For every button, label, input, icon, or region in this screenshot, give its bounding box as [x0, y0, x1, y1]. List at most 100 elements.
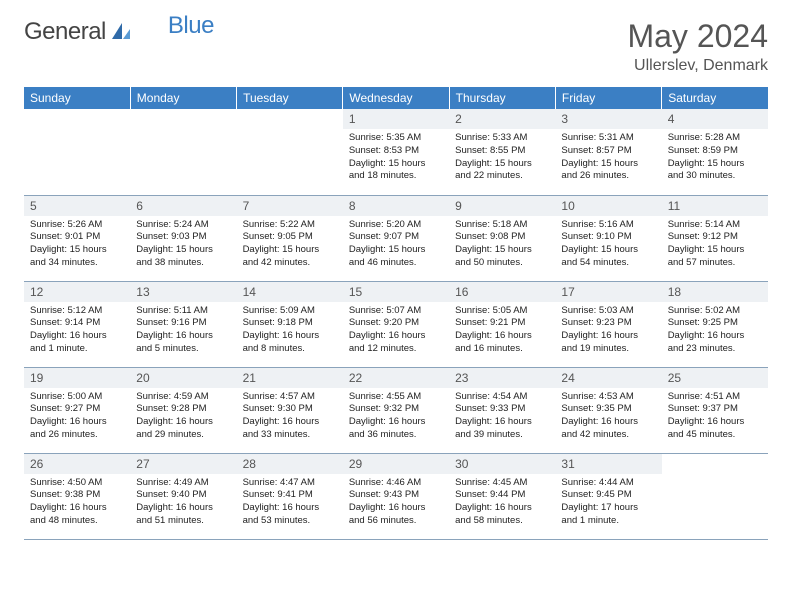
- day-number: 28: [237, 454, 343, 474]
- day-details: Sunrise: 5:12 AMSunset: 9:14 PMDaylight:…: [24, 302, 130, 360]
- calendar-empty-cell: [24, 109, 130, 195]
- calendar-day-cell: 1Sunrise: 5:35 AMSunset: 8:53 PMDaylight…: [343, 109, 449, 195]
- calendar-day-cell: 21Sunrise: 4:57 AMSunset: 9:30 PMDayligh…: [237, 367, 343, 453]
- day-number: 3: [555, 109, 661, 129]
- day-details: Sunrise: 5:07 AMSunset: 9:20 PMDaylight:…: [343, 302, 449, 360]
- day-number: 10: [555, 196, 661, 216]
- day-details: Sunrise: 4:53 AMSunset: 9:35 PMDaylight:…: [555, 388, 661, 446]
- calendar-day-cell: 15Sunrise: 5:07 AMSunset: 9:20 PMDayligh…: [343, 281, 449, 367]
- day-details: Sunrise: 5:09 AMSunset: 9:18 PMDaylight:…: [237, 302, 343, 360]
- day-details: Sunrise: 5:35 AMSunset: 8:53 PMDaylight:…: [343, 129, 449, 187]
- day-details: Sunrise: 4:54 AMSunset: 9:33 PMDaylight:…: [449, 388, 555, 446]
- calendar-day-cell: 26Sunrise: 4:50 AMSunset: 9:38 PMDayligh…: [24, 453, 130, 539]
- calendar-empty-cell: [237, 109, 343, 195]
- calendar-day-cell: 8Sunrise: 5:20 AMSunset: 9:07 PMDaylight…: [343, 195, 449, 281]
- brand-name-2: Blue: [168, 12, 214, 40]
- calendar-day-cell: 17Sunrise: 5:03 AMSunset: 9:23 PMDayligh…: [555, 281, 661, 367]
- day-number: 31: [555, 454, 661, 474]
- day-details: Sunrise: 5:33 AMSunset: 8:55 PMDaylight:…: [449, 129, 555, 187]
- calendar-day-cell: 11Sunrise: 5:14 AMSunset: 9:12 PMDayligh…: [662, 195, 768, 281]
- day-details: Sunrise: 5:18 AMSunset: 9:08 PMDaylight:…: [449, 216, 555, 274]
- day-number: 21: [237, 368, 343, 388]
- day-details: Sunrise: 4:55 AMSunset: 9:32 PMDaylight:…: [343, 388, 449, 446]
- calendar-day-cell: 24Sunrise: 4:53 AMSunset: 9:35 PMDayligh…: [555, 367, 661, 453]
- day-number: 29: [343, 454, 449, 474]
- calendar-day-cell: 28Sunrise: 4:47 AMSunset: 9:41 PMDayligh…: [237, 453, 343, 539]
- calendar-body: 1Sunrise: 5:35 AMSunset: 8:53 PMDaylight…: [24, 109, 768, 539]
- calendar-day-cell: 9Sunrise: 5:18 AMSunset: 9:08 PMDaylight…: [449, 195, 555, 281]
- day-details: Sunrise: 5:26 AMSunset: 9:01 PMDaylight:…: [24, 216, 130, 274]
- calendar-day-cell: 3Sunrise: 5:31 AMSunset: 8:57 PMDaylight…: [555, 109, 661, 195]
- day-details: Sunrise: 4:45 AMSunset: 9:44 PMDaylight:…: [449, 474, 555, 532]
- day-number: 12: [24, 282, 130, 302]
- day-details: Sunrise: 5:22 AMSunset: 9:05 PMDaylight:…: [237, 216, 343, 274]
- day-details: Sunrise: 5:31 AMSunset: 8:57 PMDaylight:…: [555, 129, 661, 187]
- day-number: 15: [343, 282, 449, 302]
- calendar-day-cell: 6Sunrise: 5:24 AMSunset: 9:03 PMDaylight…: [130, 195, 236, 281]
- calendar-day-cell: 2Sunrise: 5:33 AMSunset: 8:55 PMDaylight…: [449, 109, 555, 195]
- day-number: 2: [449, 109, 555, 129]
- day-number: 1: [343, 109, 449, 129]
- calendar-week-row: 5Sunrise: 5:26 AMSunset: 9:01 PMDaylight…: [24, 195, 768, 281]
- calendar-day-cell: 23Sunrise: 4:54 AMSunset: 9:33 PMDayligh…: [449, 367, 555, 453]
- weekday-header: Sunday: [24, 87, 130, 109]
- weekday-header: Tuesday: [237, 87, 343, 109]
- day-number: 25: [662, 368, 768, 388]
- weekday-header: Friday: [555, 87, 661, 109]
- day-number: 17: [555, 282, 661, 302]
- day-details: Sunrise: 5:16 AMSunset: 9:10 PMDaylight:…: [555, 216, 661, 274]
- calendar-day-cell: 10Sunrise: 5:16 AMSunset: 9:10 PMDayligh…: [555, 195, 661, 281]
- day-number: 7: [237, 196, 343, 216]
- weekday-header: Thursday: [449, 87, 555, 109]
- day-number: 9: [449, 196, 555, 216]
- day-details: Sunrise: 5:28 AMSunset: 8:59 PMDaylight:…: [662, 129, 768, 187]
- calendar-day-cell: 5Sunrise: 5:26 AMSunset: 9:01 PMDaylight…: [24, 195, 130, 281]
- calendar-day-cell: 20Sunrise: 4:59 AMSunset: 9:28 PMDayligh…: [130, 367, 236, 453]
- calendar-day-cell: 27Sunrise: 4:49 AMSunset: 9:40 PMDayligh…: [130, 453, 236, 539]
- day-details: Sunrise: 4:47 AMSunset: 9:41 PMDaylight:…: [237, 474, 343, 532]
- day-details: Sunrise: 4:49 AMSunset: 9:40 PMDaylight:…: [130, 474, 236, 532]
- day-number: 19: [24, 368, 130, 388]
- day-details: Sunrise: 4:50 AMSunset: 9:38 PMDaylight:…: [24, 474, 130, 532]
- brand-name-1: General: [24, 18, 106, 46]
- calendar-empty-cell: [130, 109, 236, 195]
- day-number: 22: [343, 368, 449, 388]
- day-details: Sunrise: 5:24 AMSunset: 9:03 PMDaylight:…: [130, 216, 236, 274]
- day-details: Sunrise: 4:57 AMSunset: 9:30 PMDaylight:…: [237, 388, 343, 446]
- day-details: Sunrise: 5:14 AMSunset: 9:12 PMDaylight:…: [662, 216, 768, 274]
- calendar-day-cell: 14Sunrise: 5:09 AMSunset: 9:18 PMDayligh…: [237, 281, 343, 367]
- sail-icon: [110, 21, 132, 43]
- month-title: May 2024: [627, 18, 768, 55]
- weekday-header: Monday: [130, 87, 236, 109]
- day-number: 18: [662, 282, 768, 302]
- day-details: Sunrise: 4:59 AMSunset: 9:28 PMDaylight:…: [130, 388, 236, 446]
- calendar-day-cell: 4Sunrise: 5:28 AMSunset: 8:59 PMDaylight…: [662, 109, 768, 195]
- calendar-day-cell: 13Sunrise: 5:11 AMSunset: 9:16 PMDayligh…: [130, 281, 236, 367]
- calendar-table: SundayMondayTuesdayWednesdayThursdayFrid…: [24, 87, 768, 540]
- day-number: 24: [555, 368, 661, 388]
- weekday-header-row: SundayMondayTuesdayWednesdayThursdayFrid…: [24, 87, 768, 109]
- calendar-day-cell: 18Sunrise: 5:02 AMSunset: 9:25 PMDayligh…: [662, 281, 768, 367]
- calendar-day-cell: 22Sunrise: 4:55 AMSunset: 9:32 PMDayligh…: [343, 367, 449, 453]
- day-details: Sunrise: 4:44 AMSunset: 9:45 PMDaylight:…: [555, 474, 661, 532]
- day-details: Sunrise: 5:05 AMSunset: 9:21 PMDaylight:…: [449, 302, 555, 360]
- day-number: 26: [24, 454, 130, 474]
- calendar-empty-cell: [662, 453, 768, 539]
- calendar-day-cell: 25Sunrise: 4:51 AMSunset: 9:37 PMDayligh…: [662, 367, 768, 453]
- location-text: Ullerslev, Denmark: [627, 57, 768, 75]
- day-number: 8: [343, 196, 449, 216]
- day-number: 20: [130, 368, 236, 388]
- calendar-day-cell: 19Sunrise: 5:00 AMSunset: 9:27 PMDayligh…: [24, 367, 130, 453]
- calendar-day-cell: 29Sunrise: 4:46 AMSunset: 9:43 PMDayligh…: [343, 453, 449, 539]
- day-number: 13: [130, 282, 236, 302]
- title-block: May 2024 Ullerslev, Denmark: [627, 18, 768, 75]
- calendar-week-row: 1Sunrise: 5:35 AMSunset: 8:53 PMDaylight…: [24, 109, 768, 195]
- weekday-header: Saturday: [662, 87, 768, 109]
- day-details: Sunrise: 5:02 AMSunset: 9:25 PMDaylight:…: [662, 302, 768, 360]
- day-number: 4: [662, 109, 768, 129]
- day-number: 16: [449, 282, 555, 302]
- calendar-week-row: 12Sunrise: 5:12 AMSunset: 9:14 PMDayligh…: [24, 281, 768, 367]
- day-number: 14: [237, 282, 343, 302]
- calendar-day-cell: 12Sunrise: 5:12 AMSunset: 9:14 PMDayligh…: [24, 281, 130, 367]
- day-number: 6: [130, 196, 236, 216]
